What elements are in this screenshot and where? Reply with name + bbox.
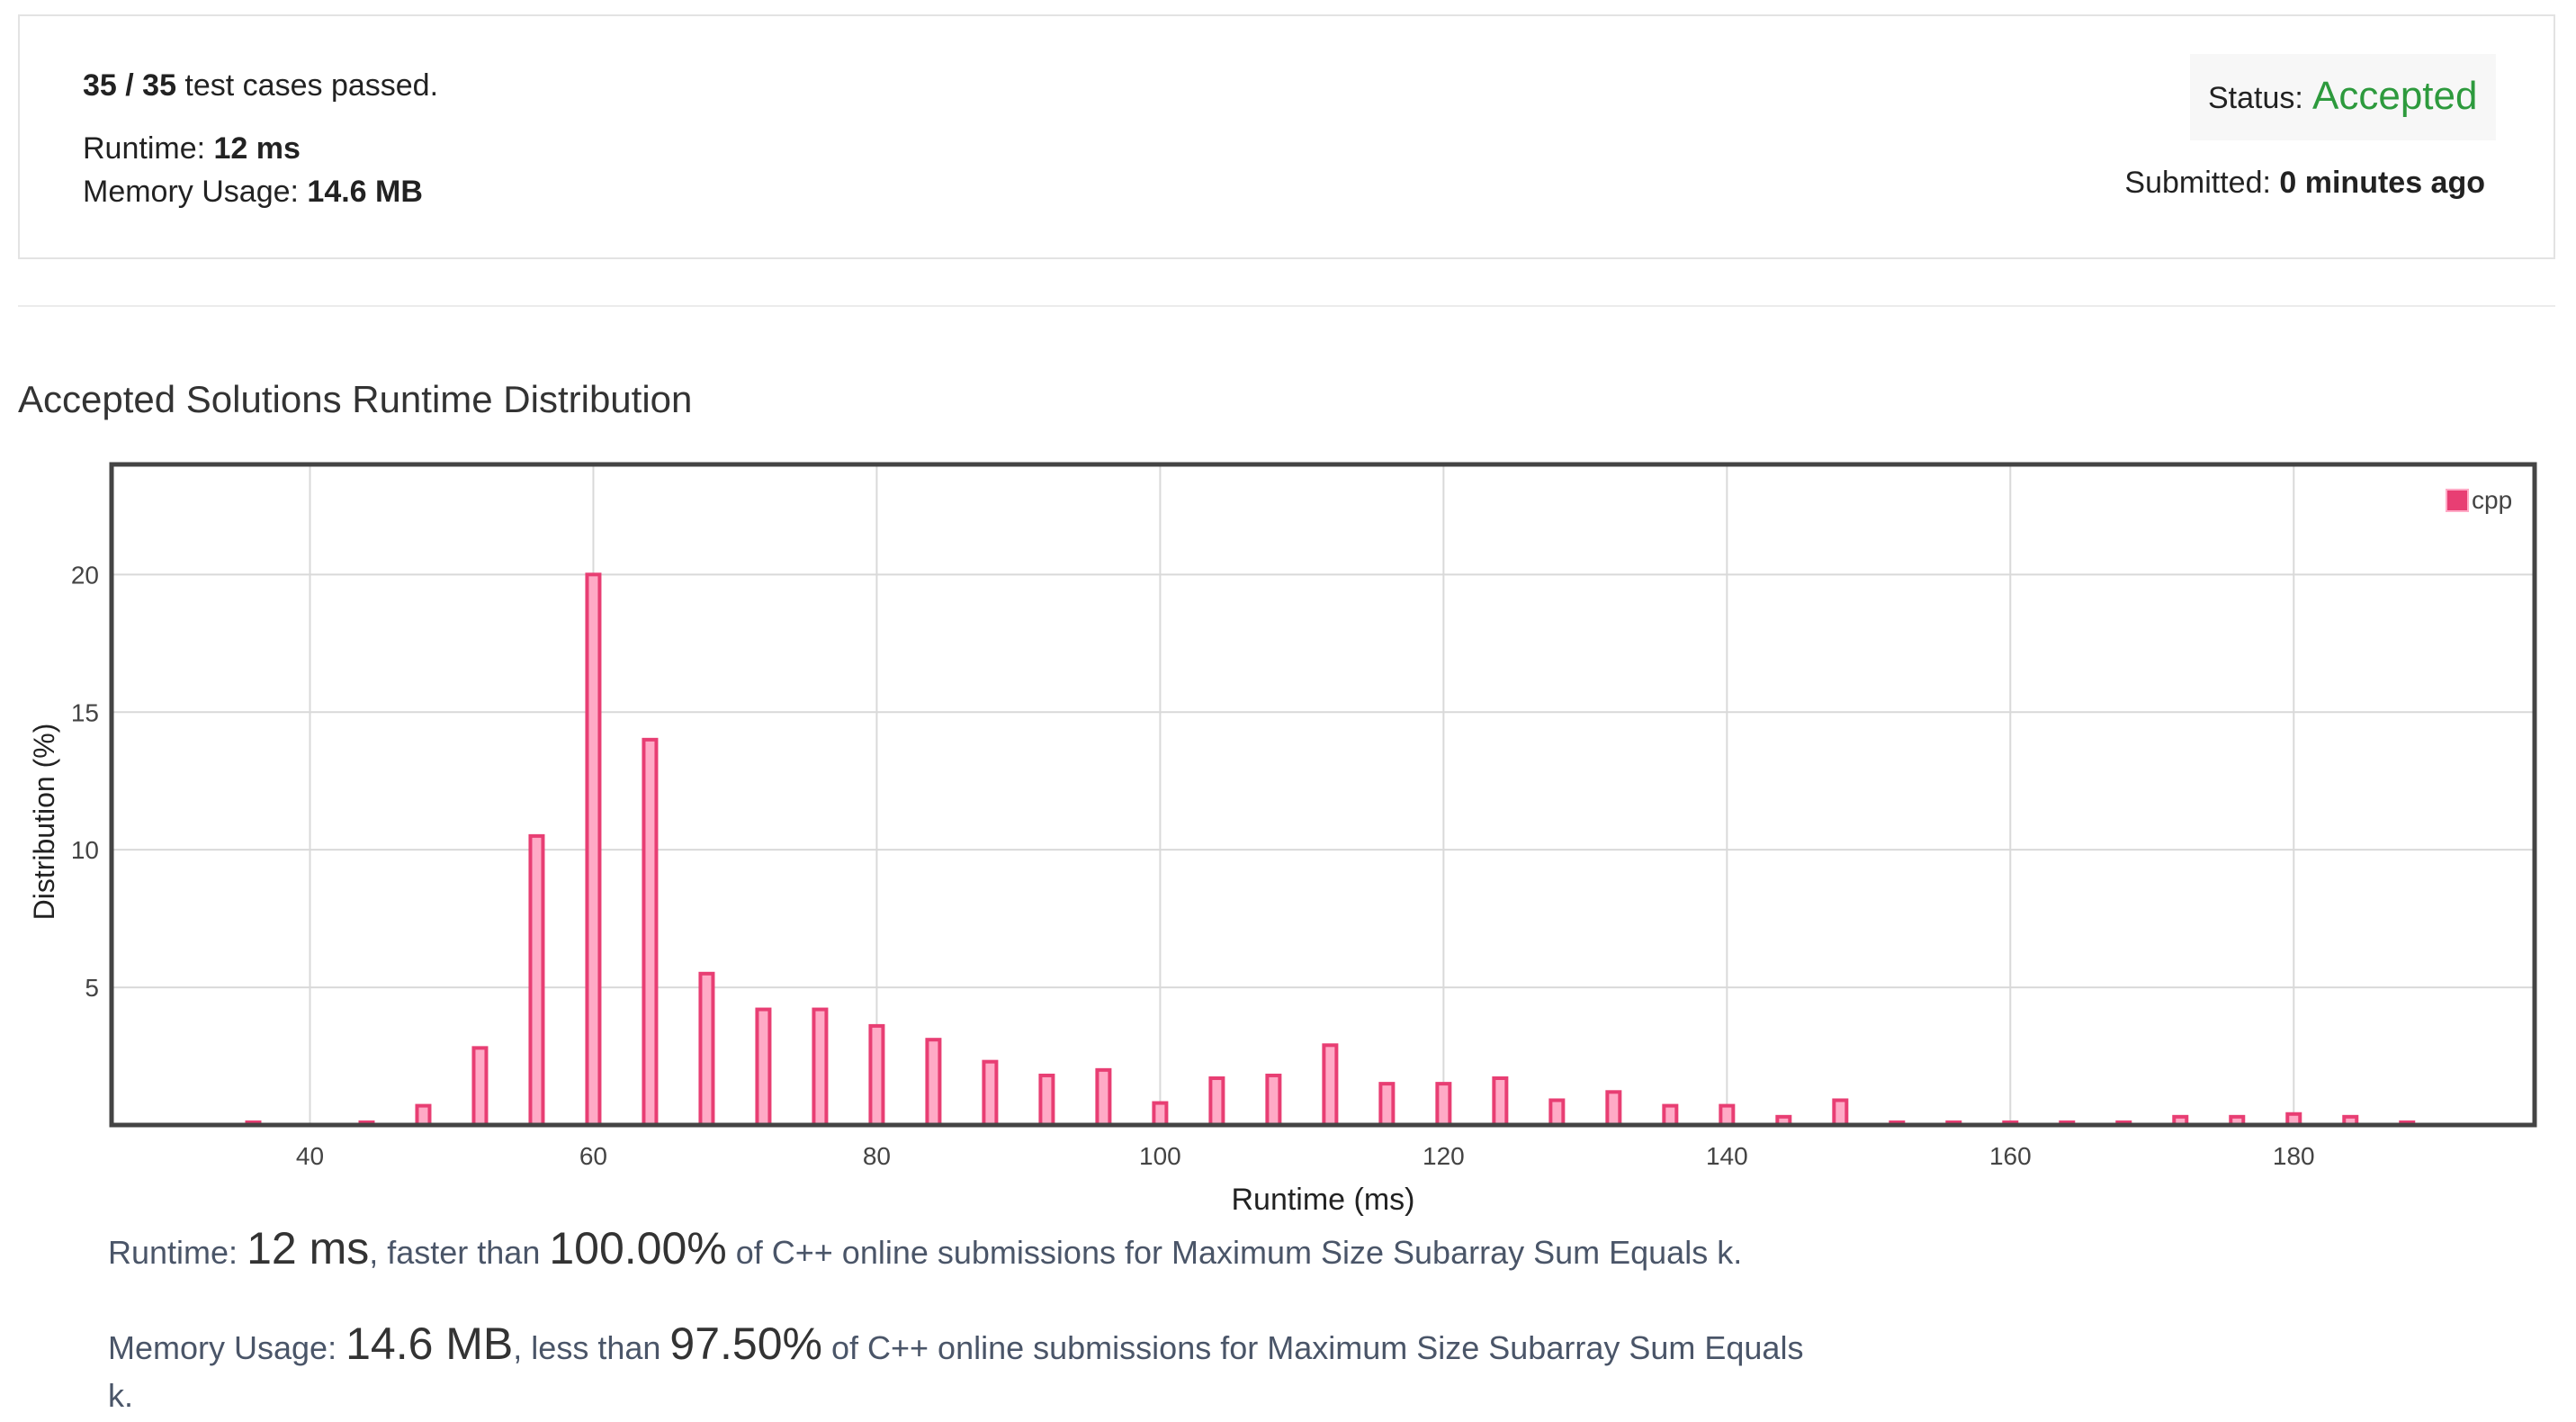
bar: [812, 1007, 829, 1127]
summary-runtime-mid: , faster than: [369, 1234, 550, 1271]
submitted-line: Submitted: 0 minutes ago: [2124, 166, 2485, 201]
summary-runtime-tail: of C++ online submissions for Maximum Si…: [726, 1234, 1743, 1271]
y-axis-label: Distribution (%): [28, 724, 60, 921]
bar: [585, 572, 602, 1128]
divider: [18, 305, 2555, 307]
bar: [1378, 1082, 1396, 1127]
summary-memory-tail-2: k.: [108, 1377, 134, 1414]
bar: [1662, 1103, 1679, 1128]
bar: [528, 833, 545, 1127]
y-tick-label: 15: [71, 698, 99, 726]
runtime-value: 12 ms: [213, 131, 301, 166]
summary-memory-value: 14.6 MB: [346, 1318, 514, 1369]
summary-memory-percent: 97.50%: [669, 1318, 822, 1369]
x-tick-label: 100: [1139, 1142, 1181, 1170]
legend-swatch: [2446, 489, 2469, 512]
bar: [1152, 1101, 1169, 1127]
status-value: Accepted: [2312, 74, 2478, 118]
memory-summary: Memory Usage: 14.6 MB, less than 97.50% …: [108, 1318, 1803, 1370]
bar: [1265, 1073, 1282, 1128]
y-tick-label: 20: [71, 561, 99, 589]
y-tick-label: 10: [71, 836, 99, 864]
runtime-line: Runtime: 12 ms: [83, 131, 301, 166]
bar: [925, 1038, 942, 1127]
summary-memory-tail: of C++ online submissions for Maximum Si…: [821, 1329, 1804, 1366]
submission-result-panel: 35 / 35 test cases passed. Runtime: 12 m…: [18, 14, 2555, 259]
bar: [642, 737, 659, 1127]
summary-runtime-percent: 100.00%: [549, 1223, 727, 1274]
summary-runtime-label: Runtime:: [108, 1234, 247, 1271]
runtime-label: Runtime:: [83, 131, 214, 166]
memory-value: 14.6 MB: [307, 175, 423, 209]
bar: [1038, 1073, 1055, 1128]
memory-summary-continued: k.: [108, 1377, 133, 1415]
x-tick-label: 120: [1423, 1142, 1465, 1170]
bar: [755, 1007, 772, 1127]
passed-count: 35 / 35: [83, 68, 176, 103]
status-badge: Status: Accepted: [2190, 54, 2496, 140]
x-tick-label: 160: [1989, 1142, 2032, 1170]
x-tick-label: 80: [863, 1142, 891, 1170]
bar: [1719, 1103, 1736, 1128]
bar: [982, 1059, 999, 1127]
bar: [868, 1023, 885, 1128]
submitted-label: Submitted:: [2124, 166, 2280, 200]
submitted-value: 0 minutes ago: [2279, 166, 2485, 200]
bar: [471, 1046, 489, 1127]
bar: [1605, 1090, 1622, 1127]
legend-label: cpp: [2472, 486, 2512, 514]
runtime-distribution-chart: 40 60 80 100 120 140 160 180 5 10 15 20 Runtime (ms)…: [28, 462, 2537, 1217]
chart-section-title: Accepted Solutions Runtime Distribution: [18, 378, 693, 420]
bar: [1548, 1098, 1566, 1127]
memory-line: Memory Usage: 14.6 MB: [83, 175, 423, 210]
plot-frame: [109, 462, 2537, 1128]
x-tick-label: 180: [2273, 1142, 2315, 1170]
x-axis-label: Runtime (ms): [1231, 1183, 1414, 1217]
bar: [1435, 1082, 1452, 1127]
bar: [1095, 1067, 1112, 1127]
x-tick-label: 40: [296, 1142, 324, 1170]
y-tick-label: 5: [85, 974, 99, 1002]
bar: [1322, 1043, 1339, 1128]
memory-label: Memory Usage:: [83, 175, 308, 209]
x-tick-label: 60: [579, 1142, 607, 1170]
bar: [1492, 1076, 1509, 1128]
passed-suffix: test cases passed.: [175, 68, 439, 103]
bar: [1208, 1076, 1225, 1128]
summary-memory-label: Memory Usage:: [108, 1329, 346, 1366]
bar: [415, 1103, 432, 1128]
summary-memory-mid: , less than: [513, 1329, 670, 1366]
bar: [1832, 1098, 1849, 1127]
test-cases-passed: 35 / 35 test cases passed.: [83, 68, 438, 104]
x-tick-label: 140: [1706, 1142, 1748, 1170]
status-label: Status:: [2208, 81, 2303, 115]
bar: [698, 971, 715, 1128]
summary-runtime-value: 12 ms: [247, 1223, 370, 1274]
runtime-summary: Runtime: 12 ms, faster than 100.00% of C…: [108, 1222, 1742, 1274]
